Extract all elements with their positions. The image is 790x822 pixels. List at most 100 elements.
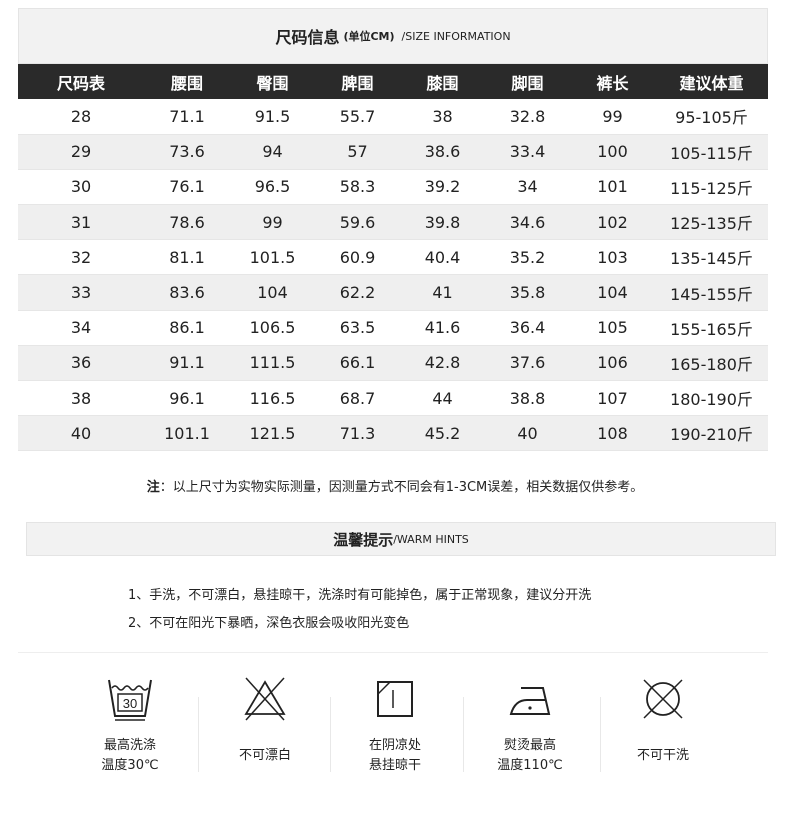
table-cell: 99 <box>570 99 655 135</box>
title-main: 尺码信息 <box>275 28 340 47</box>
table-cell: 33 <box>18 274 144 311</box>
table-cell: 94 <box>230 134 315 170</box>
table-cell: 55.7 <box>315 99 400 135</box>
table-cell: 36.4 <box>485 310 570 346</box>
table-cell: 40.4 <box>400 239 485 276</box>
table-cell: 39.8 <box>400 204 485 241</box>
table-cell: 76.1 <box>144 169 230 206</box>
table-cell: 33.4 <box>485 134 570 170</box>
table-cell: 155-165斤 <box>655 310 768 346</box>
table-cell: 101.1 <box>144 415 230 452</box>
table-cell: 101.5 <box>230 239 315 276</box>
size-table: 尺码表 腰围 臀围 脾围 膝围 脚围 裤长 建议体重 28 71.1 91.5 55.7 38 32.8… <box>18 64 768 452</box>
table-cell: 104 <box>570 274 655 311</box>
care-label: 熨烫最高 <box>503 738 556 753</box>
table-cell: 63.5 <box>315 310 400 346</box>
table-cell: 38.8 <box>485 380 570 417</box>
table-cell: 32 <box>18 239 144 276</box>
separator <box>198 697 199 772</box>
note-text: ：以上尺寸为实物实际测量，因测量方式不同会有1-3CM误差，相关数据仅供参考。 <box>159 480 644 495</box>
table-cell: 190-210斤 <box>655 415 768 452</box>
table-cell: 38 <box>18 380 144 417</box>
table-cell: 36 <box>18 345 144 382</box>
wash-temp-text: 30 <box>123 696 137 711</box>
line-dry-shade-icon <box>377 681 413 717</box>
table-cell: 57 <box>315 134 400 170</box>
table-cell: 58.3 <box>315 169 400 206</box>
care-item-wash: 30 最高洗涤 温度30℃ <box>65 676 195 776</box>
care-label: 温度30℃ <box>101 758 159 773</box>
table-row: 30 76.1 96.5 58.3 39.2 34 101 115-125斤 <box>18 169 768 206</box>
table-cell: 96.1 <box>144 380 230 417</box>
divider <box>18 652 768 653</box>
table-cell: 41 <box>400 274 485 311</box>
size-info-title: 尺码信息 (单位CM) /SIZE INFORMATION <box>18 8 768 64</box>
table-cell: 41.6 <box>400 310 485 346</box>
table-row: 36 91.1 111.5 66.1 42.8 37.6 106 165-180斤 <box>18 345 768 382</box>
table-cell: 62.2 <box>315 274 400 311</box>
table-row: 33 83.6 104 62.2 41 35.8 104 145-155斤 <box>18 274 768 311</box>
care-item-no-dry-clean: 不可干洗 <box>598 676 728 776</box>
table-cell: 32.8 <box>485 99 570 135</box>
note-label: 注 <box>146 480 160 495</box>
table-row: 29 73.6 94 57 38.6 33.4 100 105-115斤 <box>18 134 768 170</box>
table-cell: 60.9 <box>315 239 400 276</box>
column-header: 建议体重 <box>655 64 768 99</box>
table-cell: 95-105斤 <box>655 99 768 135</box>
care-label: 在阴凉处 <box>368 738 421 753</box>
table-cell: 71.3 <box>315 415 400 452</box>
column-header: 尺码表 <box>18 64 144 99</box>
table-cell: 34 <box>18 310 144 346</box>
no-dry-clean-icon <box>643 679 683 719</box>
table-cell: 44 <box>400 380 485 417</box>
table-cell: 71.1 <box>144 99 230 135</box>
column-header: 裤长 <box>570 64 655 99</box>
care-item-iron: 熨烫最高 温度110℃ <box>465 676 595 776</box>
hint-line: 2、不可在阳光下暴晒，深色衣服会吸收阳光变色 <box>128 616 410 631</box>
table-cell: 103 <box>570 239 655 276</box>
table-cell: 28 <box>18 99 144 135</box>
table-header-row: 尺码表 腰围 臀围 脾围 膝围 脚围 裤长 建议体重 <box>18 64 768 99</box>
table-cell: 111.5 <box>230 345 315 382</box>
table-row: 40 101.1 121.5 71.3 45.2 40 108 190-210斤 <box>18 415 768 452</box>
column-header: 脾围 <box>315 64 400 99</box>
table-cell: 68.7 <box>315 380 400 417</box>
table-cell: 96.5 <box>230 169 315 206</box>
column-header: 腰围 <box>144 64 230 99</box>
table-cell: 125-135斤 <box>655 204 768 241</box>
table-cell: 91.5 <box>230 99 315 135</box>
table-cell: 99 <box>230 204 315 241</box>
table-row: 28 71.1 91.5 55.7 38 32.8 99 95-105斤 <box>18 99 768 135</box>
column-header: 臀围 <box>230 64 315 99</box>
table-cell: 101 <box>570 169 655 206</box>
table-cell: 100 <box>570 134 655 170</box>
wash-30-icon: 30 <box>108 679 152 721</box>
table-cell: 81.1 <box>144 239 230 276</box>
care-item-no-bleach: 不可漂白 <box>200 676 330 776</box>
measurement-note: 注：以上尺寸为实物实际测量，因测量方式不同会有1-3CM误差，相关数据仅供参考。 <box>0 476 790 495</box>
table-cell: 39.2 <box>400 169 485 206</box>
table-cell: 102 <box>570 204 655 241</box>
hints-en: /WARM HINTS <box>393 532 469 546</box>
table-cell: 38.6 <box>400 134 485 170</box>
table-cell: 73.6 <box>144 134 230 170</box>
table-cell: 34.6 <box>485 204 570 241</box>
table-cell: 145-155斤 <box>655 274 768 311</box>
table-cell: 104 <box>230 274 315 311</box>
iron-low-icon <box>509 687 551 715</box>
table-cell: 107 <box>570 380 655 417</box>
table-cell: 91.1 <box>144 345 230 382</box>
table-cell: 45.2 <box>400 415 485 452</box>
column-header: 脚围 <box>485 64 570 99</box>
table-cell: 115-125斤 <box>655 169 768 206</box>
table-cell: 106.5 <box>230 310 315 346</box>
table-cell: 59.6 <box>315 204 400 241</box>
table-cell: 30 <box>18 169 144 206</box>
table-cell: 86.1 <box>144 310 230 346</box>
separator <box>463 697 464 772</box>
care-label: 悬挂晾干 <box>368 758 421 773</box>
separator <box>330 697 331 772</box>
table-row: 34 86.1 106.5 63.5 41.6 36.4 105 155-165斤 <box>18 310 768 346</box>
title-unit: (单位CM) <box>343 30 395 43</box>
table-cell: 135-145斤 <box>655 239 768 276</box>
